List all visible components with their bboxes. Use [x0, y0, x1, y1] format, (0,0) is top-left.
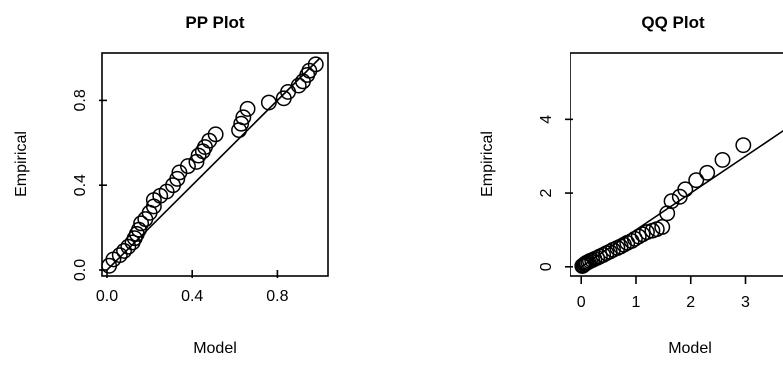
qq-y-axis-label: Empirical [479, 131, 496, 197]
pp-y-tick-label: 0.4 [72, 174, 89, 196]
qq-y-tick-label: 2 [538, 189, 555, 198]
pp-data-point [169, 170, 186, 187]
qq-plot-panel: QQ Plot 0 1 2 3 0 2 4 Model Empirical [479, 13, 783, 357]
qq-y-tick-label: 4 [538, 115, 555, 124]
pp-data-point [239, 100, 256, 117]
qq-data-point [601, 243, 618, 260]
qq-y-axis: 0 2 4 [538, 115, 573, 271]
pp-data-point [235, 109, 252, 126]
pp-data-point [158, 183, 175, 200]
pp-x-tick-label: 0.8 [266, 288, 288, 305]
qq-data-point [654, 219, 671, 235]
pp-data-point [207, 126, 224, 143]
qq-x-axis: 0 1 2 3 [577, 276, 750, 311]
pp-x-axis-label: Model [193, 340, 237, 357]
pp-y-axis-label: Empirical [13, 131, 30, 197]
pp-reference-line [106, 57, 321, 271]
pp-data-point [290, 77, 307, 94]
pp-data-point [301, 62, 318, 79]
qq-plot-title: QQ Plot [641, 13, 705, 32]
qq-data-point [688, 172, 705, 189]
pp-plot-frame [101, 52, 329, 277]
qq-data-point [699, 164, 716, 181]
qq-data-point [663, 193, 680, 210]
pp-data-point [111, 247, 128, 264]
qq-data-point [735, 137, 752, 154]
pp-y-axis: 0.0 0.4 0.8 [72, 89, 107, 281]
pp-x-tick-label: 0.4 [181, 288, 203, 305]
qq-x-tick-label: 1 [632, 294, 641, 311]
qq-x-tick-label: 3 [741, 294, 750, 311]
pp-y-tick-label: 0.8 [72, 89, 89, 111]
qq-x-tick-label: 2 [686, 294, 695, 311]
pp-plot-panel: PP Plot 0.0 0.4 0.8 0.0 0.4 0.8 Model Empiri… [13, 13, 329, 357]
pp-data-point [233, 115, 250, 132]
pp-y-tick-label: 0.0 [72, 259, 89, 281]
pp-x-tick-label: 0.0 [96, 288, 118, 305]
qq-points [574, 137, 752, 274]
pp-x-axis: 0.0 0.4 0.8 [96, 270, 289, 305]
pp-data-point [201, 132, 218, 149]
pp-data-point [260, 94, 277, 111]
pp-data-point [116, 242, 132, 259]
qq-data-point [714, 151, 731, 168]
qq-x-axis-label: Model [668, 340, 712, 357]
qq-x-tick-label: 0 [577, 294, 586, 311]
qq-plot-frame [570, 52, 783, 277]
pp-data-point [307, 56, 324, 73]
pp-data-point [179, 158, 196, 175]
qq-y-tick-label: 0 [538, 262, 555, 271]
qq-data-point [626, 230, 643, 247]
pp-plot-title: PP Plot [185, 13, 245, 32]
qq-data-point [630, 228, 647, 245]
pp-points [101, 56, 324, 274]
pp-data-point [133, 215, 150, 232]
qq-data-point [677, 181, 694, 198]
